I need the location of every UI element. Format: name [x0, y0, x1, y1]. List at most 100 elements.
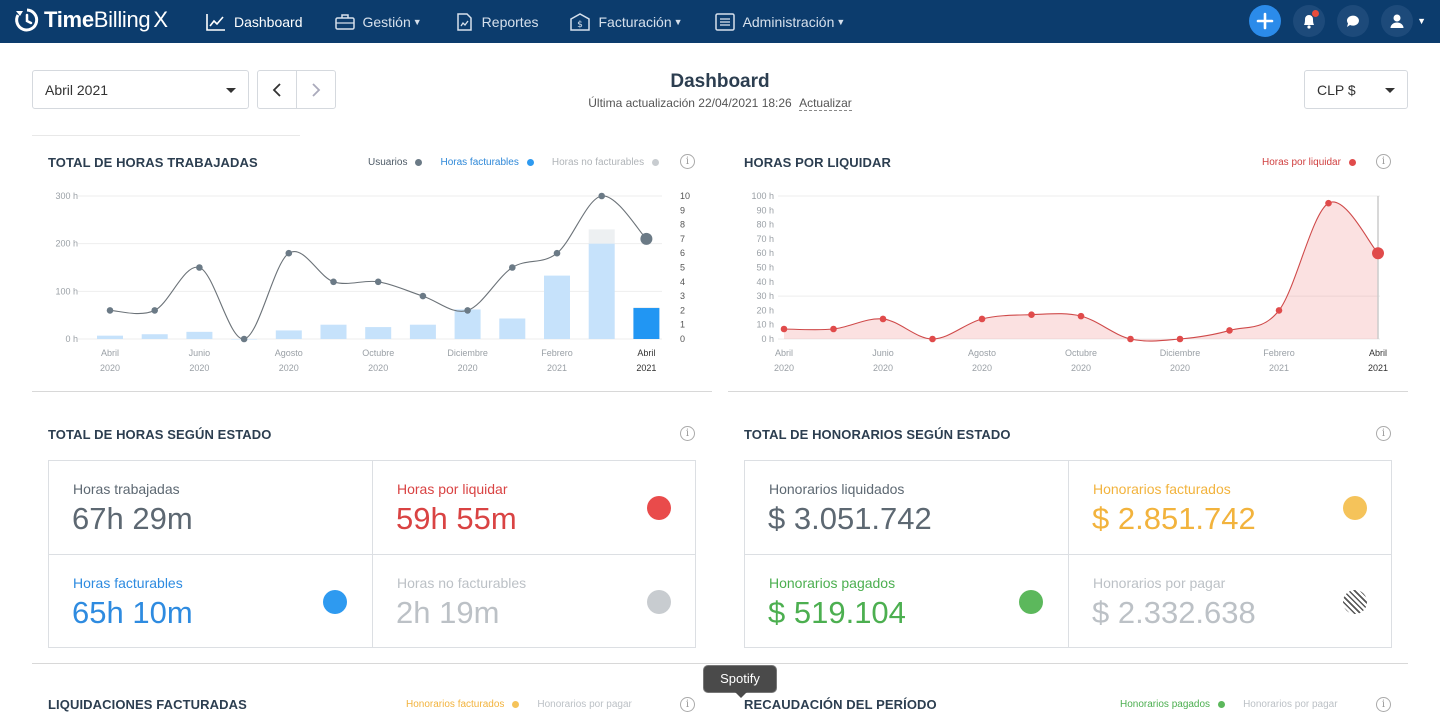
stat-hours-billable: Horas facturables 65h 10m [49, 555, 372, 648]
info-icon[interactable]: i [1376, 426, 1391, 441]
bar-billable [275, 330, 302, 339]
stat-label: Honorarios por pagar [1093, 575, 1226, 591]
x-tick-year: 2020 [368, 363, 388, 373]
y-tick-label: 10 h [756, 320, 774, 330]
legend-dot-pending [1348, 159, 1356, 166]
info-icon[interactable]: i [680, 697, 695, 712]
y-tick-label: 0 h [761, 334, 774, 344]
chevron-left-icon [272, 82, 281, 97]
menu-gestion[interactable]: Gestión ▼ [334, 13, 422, 31]
hours-pending-card: HORAS POR LIQUIDAR Horas por liquidar i … [728, 135, 1408, 393]
grid-divider [49, 554, 695, 555]
bar-billable [454, 309, 481, 339]
page-title: Dashboard [670, 71, 770, 92]
chevron-down-icon: ▼ [412, 16, 422, 27]
y2-tick-label: 5 [680, 263, 685, 273]
x-tick-month: Agosto [275, 348, 303, 358]
next-month-button[interactable] [297, 71, 335, 108]
status-dot-green [1019, 590, 1043, 614]
legend-label-invoiced[interactable]: Honorarios facturados [406, 699, 505, 710]
notification-badge [1312, 10, 1320, 17]
refresh-link[interactable]: Actualizar [799, 96, 852, 111]
menu-dashboard-label: Dashboard [234, 13, 303, 30]
card-divider [728, 391, 1408, 392]
hours-pending-chart: 0 h 10 h 20 h 30 h 40 h 50 h 60 h 70 h 80 h 90 h 1… [751, 191, 1388, 373]
month-select-value: Abril 2021 [45, 82, 109, 98]
menu-administracion[interactable]: Administración ▼ [714, 12, 846, 31]
legend-label-unpaid[interactable]: Honorarios por pagar [537, 699, 632, 710]
currency-select[interactable]: CLP $ [1304, 70, 1408, 109]
pending-point [1077, 312, 1085, 320]
chevron-down-icon: ▼ [836, 16, 846, 27]
stat-fees-settled: Honorarios liquidados $ 3.051.742 [745, 461, 1068, 554]
month-pager [257, 70, 336, 109]
menu-facturacion[interactable]: $ Facturación ▼ [570, 12, 683, 31]
menu-reportes-label: Reportes [481, 13, 539, 30]
x-tick-month: Febrero [541, 348, 573, 358]
stat-label: Honorarios pagados [769, 575, 896, 591]
bar-billable [588, 243, 615, 339]
y-tick-label: 80 h [756, 220, 774, 230]
stat-label: Horas facturables [73, 575, 183, 591]
messages-button[interactable] [1337, 5, 1370, 37]
y2-tick-label: 7 [680, 234, 685, 244]
notifications-button[interactable] [1293, 5, 1326, 37]
legend-label-unpaid[interactable]: Honorarios por pagar [1243, 699, 1338, 710]
stat-fees-paid: Honorarios pagados $ 519.104 [745, 555, 1068, 648]
legend-dot-billable [526, 159, 534, 166]
bar-billable [544, 275, 570, 339]
collection-legend: Honorarios pagados Honorarios por pagar [1120, 699, 1346, 710]
info-icon[interactable]: i [680, 154, 695, 169]
add-button[interactable] [1249, 5, 1282, 37]
bar-nonbillable [633, 307, 660, 309]
report-icon [456, 12, 472, 31]
pending-point [1372, 247, 1384, 260]
invoiced-settlements-title: LIQUIDACIONES FACTURADAS [48, 697, 247, 712]
x-tick-year: 2020 [972, 363, 992, 373]
x-tick-year: 2020 [1071, 363, 1091, 373]
y-tick-label: 100 h [751, 191, 774, 201]
x-tick-month: Octubre [1065, 348, 1097, 358]
stat-hours-nonbillable: Horas no facturables 2h 19m [373, 555, 696, 648]
pending-point [780, 325, 788, 333]
users-point [196, 264, 203, 271]
y-tick-label: 40 h [756, 277, 774, 287]
legend-dot-invoiced [512, 701, 520, 708]
y-tick-label: 30 h [756, 291, 774, 301]
pending-point [978, 315, 986, 323]
legend-label-users[interactable]: Usuarios [368, 157, 408, 168]
stat-label: Honorarios facturados [1093, 481, 1231, 497]
users-point [151, 307, 158, 314]
y2-tick-label: 10 [680, 191, 690, 201]
legend-label-pending[interactable]: Horas por liquidar [1262, 157, 1341, 168]
legend-dot-paid [1218, 701, 1226, 708]
user-menu-button[interactable] [1381, 5, 1414, 37]
stat-value: 2h 19m [396, 595, 500, 630]
x-tick-month: Junio [189, 348, 211, 358]
top-navbar: TimeBilling X Dashboard Gestión ▼ Reportes… [0, 0, 1440, 43]
info-icon[interactable]: i [680, 426, 695, 441]
chart-line-icon [206, 13, 225, 31]
status-dot-yellow [1343, 496, 1367, 520]
info-icon[interactable]: i [1376, 697, 1391, 712]
grid-divider [745, 554, 1391, 555]
brand-logo[interactable]: TimeBilling X [14, 7, 168, 33]
legend-label-nonbillable[interactable]: Horas no facturables [551, 157, 645, 168]
users-point [240, 335, 248, 343]
previous-month-button[interactable] [258, 71, 297, 108]
y2-tick-label: 3 [680, 291, 685, 301]
stat-label: Horas trabajadas [73, 481, 180, 497]
legend-label-paid[interactable]: Honorarios pagados [1120, 699, 1211, 710]
y-tick-label: 200 h [55, 239, 78, 249]
month-select[interactable]: Abril 2021 [32, 70, 249, 109]
menu-reportes[interactable]: Reportes [454, 12, 539, 31]
y2-tick-label: 4 [680, 277, 685, 287]
stat-hours-worked: Horas trabajadas 67h 29m [49, 461, 372, 554]
caret-down-icon [1385, 88, 1395, 93]
legend-label-billable[interactable]: Horas facturables [440, 157, 519, 168]
pending-area [784, 201, 1378, 342]
stat-label: Horas por liquidar [397, 481, 508, 497]
info-icon[interactable]: i [1376, 154, 1391, 169]
menu-dashboard[interactable]: Dashboard [206, 13, 303, 31]
chevron-down-icon[interactable]: ▼ [1417, 16, 1426, 26]
